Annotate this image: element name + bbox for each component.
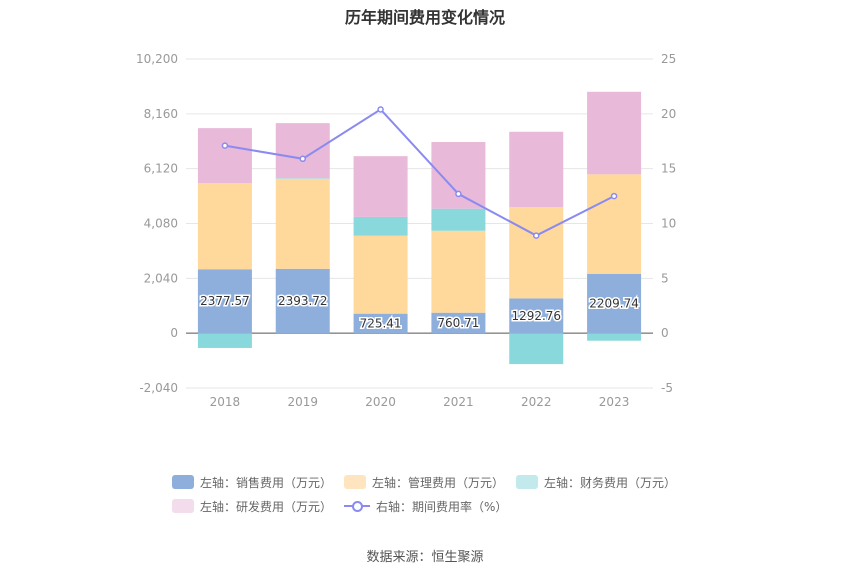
legend-item-finance[interactable]: 左轴：财务费用（万元）	[516, 474, 676, 490]
bar-segment	[353, 235, 408, 314]
bar-segment	[275, 178, 330, 269]
left-axis-tick-label: 4,080	[144, 217, 178, 231]
expense-rate-point	[299, 155, 306, 163]
right-axis-tick-label: 15	[661, 162, 676, 176]
bar-data-label: 1292.76	[511, 309, 561, 323]
expense-rate-point	[455, 190, 462, 198]
legend-label-finance: 左轴：财务费用（万元）	[544, 475, 677, 490]
legend-swatch-admin	[344, 475, 366, 489]
x-axis-tick-label: 2022	[521, 395, 552, 409]
bar-segment	[509, 298, 564, 334]
left-axis-tick-label: -2,040	[139, 381, 178, 395]
bar-segment	[431, 230, 486, 313]
x-axis-tick-label: 2021	[443, 395, 474, 409]
legend-label-rnd: 左轴：研发费用（万元）	[200, 499, 333, 514]
bar-segment	[509, 207, 564, 299]
left-axis-tick-label: 2,040	[144, 271, 178, 285]
right-axis-tick-label: -5	[661, 381, 673, 395]
bar-segment	[587, 91, 642, 175]
legend-label-admin: 左轴：管理费用（万元）	[372, 475, 505, 490]
left-axis-tick-label: 6,120	[144, 162, 178, 176]
bar-segment	[587, 333, 642, 341]
expense-rate-point	[533, 232, 540, 239]
bar-data-label: 2393.72	[278, 294, 328, 308]
bar-segment	[197, 128, 252, 184]
bar-segment	[587, 174, 642, 274]
left-axis-tick-label: 10,200	[136, 52, 178, 66]
expense-rate-line	[224, 108, 615, 237]
x-axis-tick-label: 2019	[287, 395, 318, 409]
bar-segment	[431, 312, 486, 334]
left-axis-tick-label: 0	[170, 326, 178, 340]
bar-segment	[197, 183, 252, 270]
right-axis-tick-label: 5	[661, 271, 669, 285]
right-axis-tick-label: 25	[661, 52, 676, 66]
bar-segment	[197, 333, 252, 348]
expense-rate-point	[610, 192, 618, 200]
legend-label-sales: 左轴：销售费用（万元）	[200, 475, 333, 490]
data-source: 数据来源：恒生聚源	[366, 550, 484, 565]
bar-data-label: 2209.74	[589, 296, 639, 310]
left-axis-tick-label: 8,160	[144, 107, 178, 121]
bar-segment	[197, 269, 252, 334]
bar-segment	[431, 208, 486, 231]
right-axis-tick-label: 0	[661, 326, 669, 340]
bar-segment	[275, 268, 330, 334]
bar-segment	[353, 156, 408, 217]
bar-data-label: 760.71	[437, 316, 479, 330]
bar-segment	[353, 216, 408, 236]
legend-swatch-finance	[516, 475, 538, 489]
right-axis-tick-label: 20	[661, 107, 676, 121]
legend-item-rnd[interactable]: 左轴：研发费用（万元）	[172, 498, 332, 514]
bar-segment	[509, 333, 564, 365]
x-axis-tick-label: 2023	[599, 395, 630, 409]
expense-rate-point	[377, 106, 384, 113]
chart-title: 历年期间费用变化情况	[344, 8, 505, 27]
legend-line-marker	[344, 499, 370, 513]
legend-item-expense-rate[interactable]: 右轴：期间费用率（%）	[344, 498, 507, 514]
bar-segment	[431, 142, 486, 209]
legend-item-sales[interactable]: 左轴：销售费用（万元）	[172, 474, 332, 490]
expense-rate-point	[221, 142, 229, 149]
bar-data-label: 2377.57	[200, 294, 250, 308]
bar-segment	[509, 131, 564, 208]
bar-segment	[353, 313, 408, 334]
x-axis-tick-label: 2020	[365, 395, 396, 409]
bar-segment	[275, 123, 330, 179]
bar-segment	[587, 273, 642, 334]
bar-data-label: 725.41	[360, 316, 402, 330]
right-axis-tick-label: 10	[661, 217, 676, 231]
legend-label-expense-rate: 右轴：期间费用率（%）	[376, 499, 508, 514]
x-axis-tick-label: 2018	[210, 395, 241, 409]
legend-swatch-rnd	[172, 499, 194, 513]
legend-swatch-sales	[172, 475, 194, 489]
bar-segment	[275, 178, 330, 179]
legend-item-admin[interactable]: 左轴：管理费用（万元）	[344, 474, 504, 490]
